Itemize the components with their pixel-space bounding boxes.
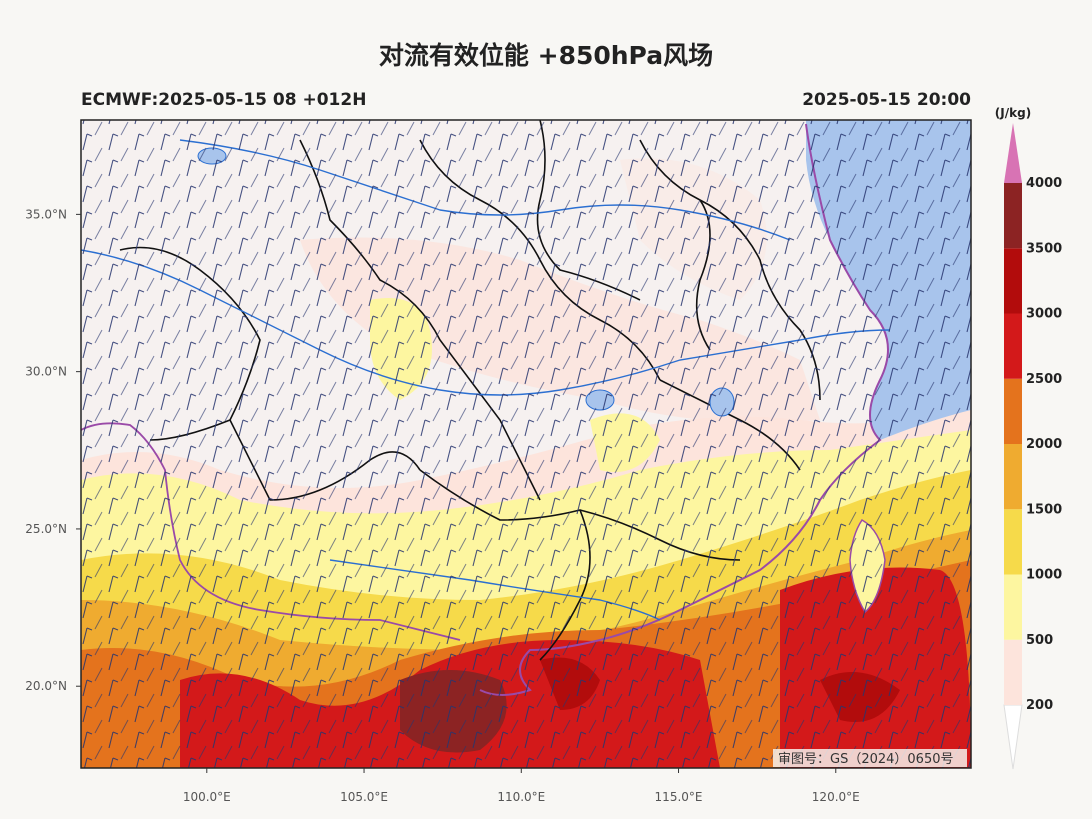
map-title: 对流有效位能 +850hPa风场 (378, 41, 714, 70)
colorbar-swatch (1004, 509, 1022, 575)
lon-tick-label: 120.0°E (812, 790, 860, 804)
map-frame (80, 119, 972, 769)
colorbar-level-label: 4000 (1026, 176, 1062, 191)
colorbar-level-label: 1500 (1026, 502, 1062, 517)
colorbar-swatch (1004, 639, 1022, 705)
colorbar-min-arrow (1003, 704, 1023, 770)
colorbar-swatch (1004, 183, 1022, 249)
colorbar-level-label: 2000 (1026, 437, 1062, 452)
lat-tick-label: 30.0°N (25, 365, 67, 379)
colorbar-swatch (1004, 574, 1022, 640)
lat-tick-label: 25.0°N (25, 522, 67, 536)
colorbar-level-label: 3000 (1026, 307, 1062, 322)
colorbar-swatch (1004, 313, 1022, 379)
model-run-label: ECMWF:2025-05-15 08 +012H (81, 90, 367, 110)
colorbar-swatch (1004, 378, 1022, 444)
colorbar-level-label: 2500 (1026, 372, 1062, 387)
approval-number: 审图号：GS（2024）0650号 (778, 752, 954, 767)
lon-tick-label: 115.0°E (655, 790, 703, 804)
colorbar-level-label: 500 (1026, 633, 1053, 648)
map-area (81, 120, 971, 768)
colorbar: (J/kg) 200 500 1000 1500 2000 2500 3000 3500 400… (995, 106, 1062, 770)
colorbar-level-label: 3500 (1026, 241, 1062, 256)
colorbar-max-arrow (1004, 123, 1022, 183)
colorbar-level-label: 200 (1026, 698, 1053, 713)
colorbar-unit: (J/kg) (995, 106, 1031, 120)
longitude-ticks: 100.0°E 105.0°E 110.0°E 115.0°E 120.0°E (183, 768, 860, 804)
lon-tick-label: 110.0°E (497, 790, 545, 804)
lon-tick-label: 100.0°E (183, 790, 231, 804)
latitude-ticks: 35.0°N 30.0°N 25.0°N 20.0°N (25, 207, 81, 693)
lat-tick-label: 20.0°N (25, 679, 67, 693)
colorbar-level-label: 1000 (1026, 568, 1062, 583)
valid-time-label: 2025-05-15 20:00 (802, 90, 971, 110)
colorbar-swatch (1004, 248, 1022, 314)
lon-tick-label: 105.0°E (340, 790, 388, 804)
colorbar-swatch (1004, 444, 1022, 510)
lat-tick-label: 35.0°N (25, 207, 67, 221)
